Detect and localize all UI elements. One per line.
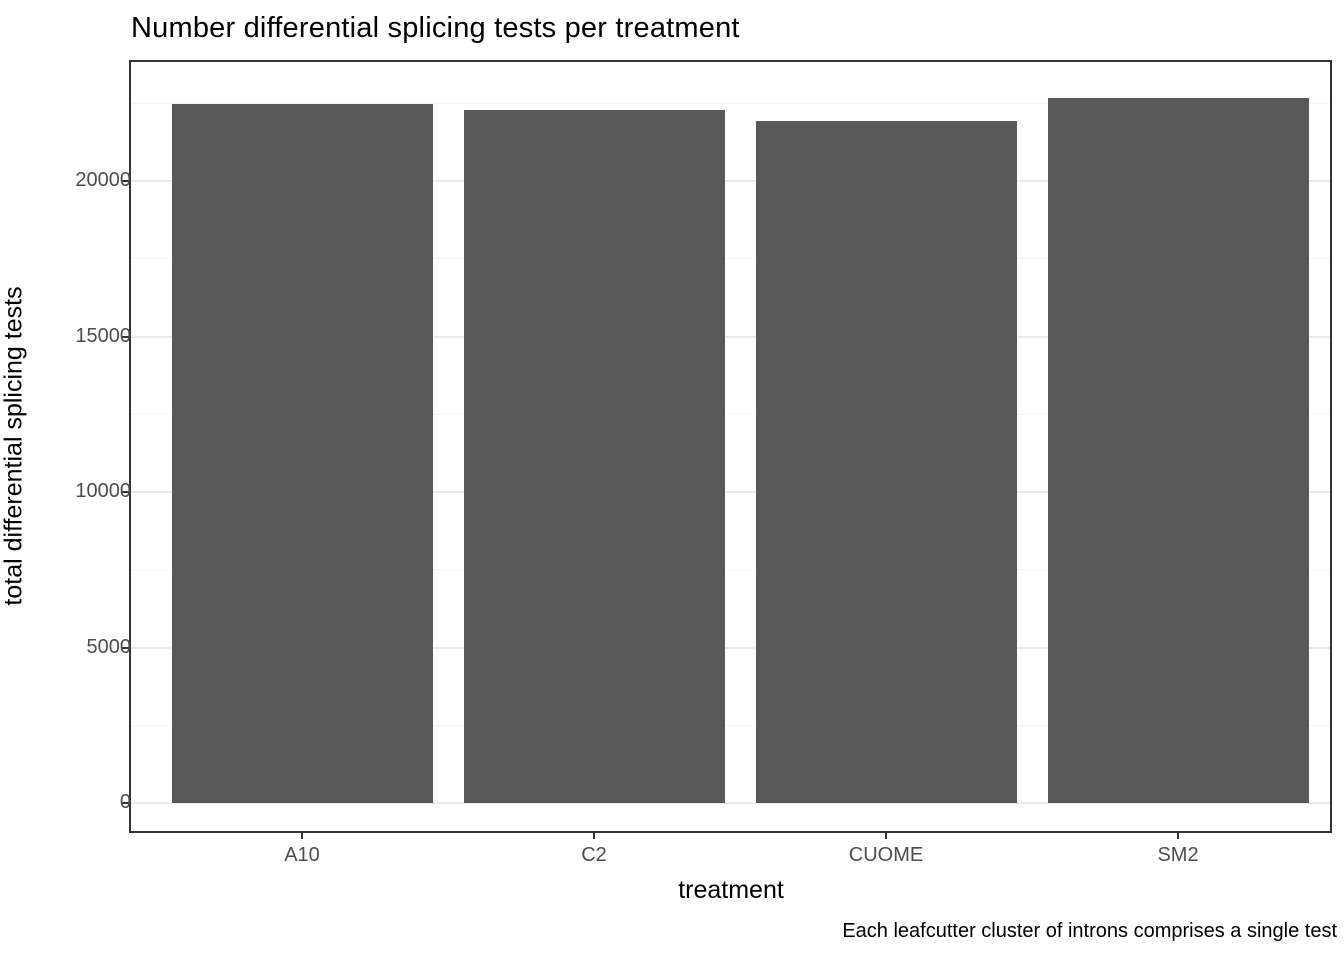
gridline-minor: [131, 413, 1330, 415]
gridline-minor: [131, 102, 1330, 104]
gridline-minor: [131, 258, 1330, 260]
y-tick-mark: [121, 180, 129, 183]
gridline-major: [131, 335, 1330, 338]
y-axis-title: total differential splicing tests: [0, 286, 28, 606]
y-tick-label: 20000: [75, 169, 131, 192]
x-tick-mark: [1177, 831, 1179, 839]
x-axis-title: treatment: [678, 876, 784, 904]
y-tick-label: 0: [119, 791, 131, 813]
y-tick-label: 5000: [86, 635, 132, 658]
y-tick-label: 10000: [75, 480, 131, 503]
y-tick-label: 15000: [75, 324, 131, 347]
bar-c2: [463, 109, 725, 803]
bar-sm2: [1047, 98, 1309, 803]
x-tick-mark: [885, 831, 887, 839]
gridline-major: [131, 802, 1330, 804]
chart-caption: Each leafcutter cluster of introns compr…: [842, 920, 1337, 942]
y-tick-mark: [121, 491, 129, 494]
y-tick-mark: [121, 646, 129, 649]
gridline-minor: [131, 724, 1330, 726]
x-tick-label-c2: C2: [581, 844, 607, 866]
bar-a10: [171, 104, 433, 803]
chart-title: Number differential splicing tests per t…: [131, 12, 740, 44]
x-tick-mark: [593, 831, 595, 839]
bar-cuome: [755, 121, 1017, 803]
gridline-major: [131, 180, 1330, 183]
x-tick-mark: [301, 831, 303, 839]
y-tick-mark: [121, 335, 129, 338]
gridline-major: [131, 646, 1330, 649]
x-tick-label-cuome: CUOME: [848, 844, 924, 866]
gridline-minor: [131, 569, 1330, 571]
gridline-major: [131, 491, 1330, 494]
plot-panel: [129, 60, 1332, 833]
x-tick-label-sm2: SM2: [1157, 844, 1199, 866]
y-tick-mark: [121, 802, 129, 804]
x-tick-label-a10: A10: [284, 844, 320, 866]
